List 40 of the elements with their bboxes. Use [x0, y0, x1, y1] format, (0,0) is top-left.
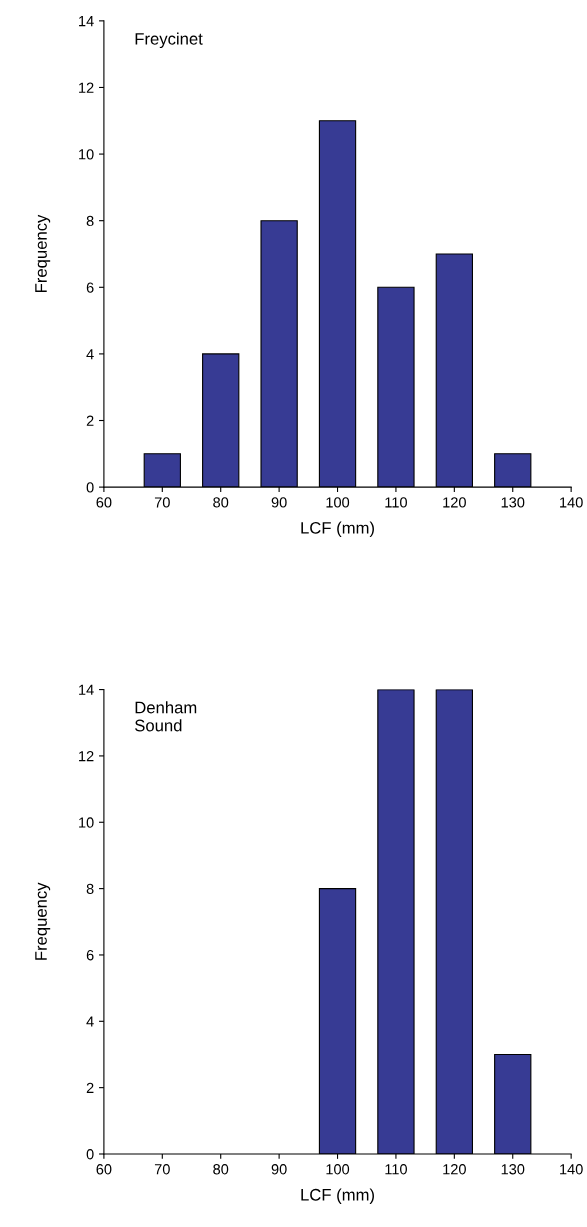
- y-tick-label: 0: [86, 482, 94, 493]
- x-tick-label: 140: [560, 497, 583, 508]
- y-tick-label: 6: [86, 950, 94, 961]
- annotation: Denham Sound: [135, 701, 197, 732]
- x-tick-label: 90: [271, 1164, 287, 1175]
- x-tick-label: 110: [385, 497, 407, 508]
- x-tick-label: 120: [443, 1164, 466, 1175]
- x-tick-label: 100: [326, 497, 350, 508]
- y-tick-label: 2: [86, 415, 94, 426]
- y-tick-label: 8: [86, 215, 94, 227]
- y-tick-label: 0: [86, 1149, 94, 1160]
- y-tick-label: 6: [86, 282, 94, 293]
- x-tick-label: 140: [560, 1164, 583, 1175]
- y-tick-label: 14: [79, 684, 94, 695]
- x-tick-label: 130: [501, 497, 525, 508]
- annotation: Freycinet: [135, 32, 203, 49]
- y-tick-label: 4: [86, 1016, 94, 1027]
- x-tick-label: 60: [96, 497, 112, 508]
- y-tick-label: 14: [79, 16, 94, 27]
- y-tick-label: 10: [79, 149, 94, 160]
- x-axis-title: LCF (mm): [301, 1188, 374, 1204]
- x-tick-label: 120: [443, 497, 466, 508]
- x-tick-label: 70: [154, 497, 170, 508]
- x-axis-title: LCF (mm): [301, 521, 374, 538]
- y-axis-title: Frequency: [35, 882, 51, 960]
- y-tick-label: 12: [79, 82, 94, 93]
- x-tick-label: 80: [213, 497, 229, 508]
- y-tick-label: 4: [86, 349, 94, 360]
- x-tick-label: 110: [385, 1164, 407, 1175]
- x-tick-label: 70: [154, 1164, 170, 1175]
- y-axis-title: Frequency: [35, 214, 51, 292]
- y-tick-label: 8: [86, 883, 94, 895]
- x-tick-label: 90: [271, 497, 287, 508]
- y-tick-label: 2: [86, 1082, 94, 1093]
- x-tick-label: 80: [213, 1164, 229, 1175]
- x-tick-label: 100: [326, 1164, 350, 1175]
- y-tick-label: 12: [79, 751, 94, 762]
- x-tick-label: 60: [96, 1164, 112, 1175]
- x-tick-label: 130: [501, 1164, 525, 1175]
- y-tick-label: 10: [79, 817, 94, 828]
